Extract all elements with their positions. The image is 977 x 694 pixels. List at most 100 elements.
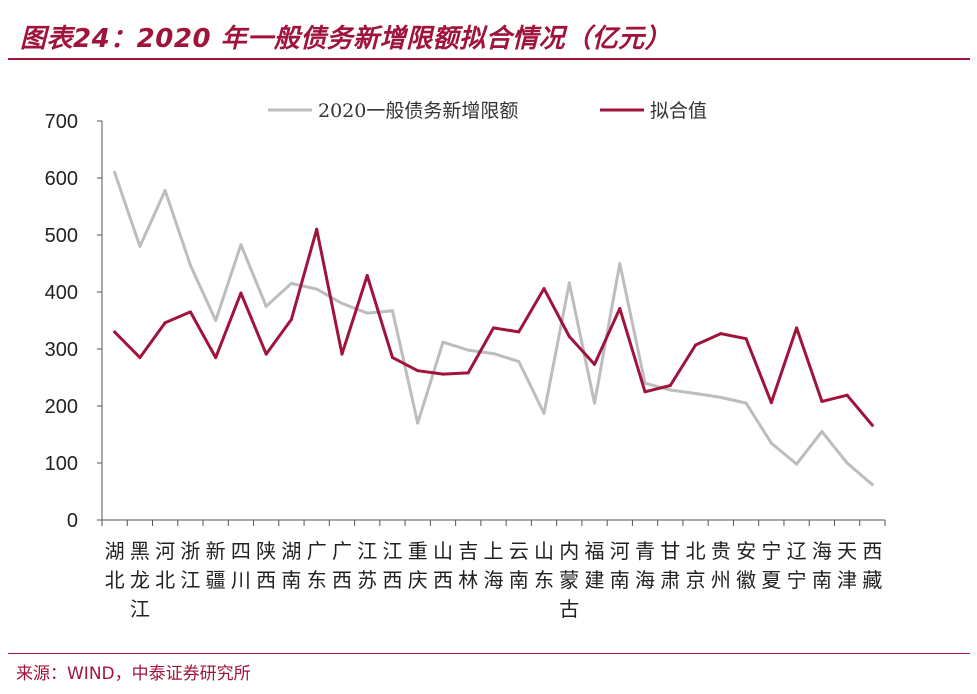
- x-tick-label: 新疆: [206, 539, 226, 592]
- data-point-fit: [593, 362, 597, 366]
- x-tick-label: 吉林: [458, 539, 478, 592]
- x-tick-label: 贵州: [711, 539, 731, 592]
- data-point-fit: [567, 334, 571, 338]
- data-point-actual: [668, 388, 672, 392]
- data-point-actual: [795, 462, 799, 466]
- data-point-actual: [163, 189, 167, 193]
- data-point-actual: [289, 281, 293, 285]
- x-tick-label: 河北: [155, 539, 175, 592]
- data-point-actual: [542, 411, 546, 415]
- x-tick-label: 上海: [484, 539, 504, 592]
- data-point-actual: [567, 281, 571, 285]
- x-tick-label: 浙江: [180, 539, 200, 592]
- data-point-fit: [820, 399, 824, 403]
- x-tick-label: 青海: [635, 539, 655, 592]
- x-tick-label: 湖南: [281, 539, 301, 592]
- data-point-actual: [820, 430, 824, 434]
- data-point-fit: [138, 356, 142, 360]
- data-point-fit: [466, 371, 470, 375]
- data-point-actual: [188, 263, 192, 267]
- data-point-actual: [492, 352, 495, 356]
- data-point-fit: [340, 352, 344, 356]
- data-point-actual: [416, 421, 420, 425]
- x-tick-label: 湖北: [105, 539, 125, 592]
- data-point-fit: [113, 330, 117, 334]
- data-point-actual: [593, 401, 597, 405]
- data-point-actual: [365, 311, 369, 315]
- legend-label-fit: 拟合值: [650, 100, 707, 122]
- data-point-actual: [870, 483, 874, 487]
- data-point-fit: [744, 337, 748, 341]
- x-tick-label: 陕西: [256, 539, 276, 592]
- data-point-actual: [769, 441, 773, 445]
- data-point-fit: [719, 332, 723, 336]
- source-note: 来源：WIND，中泰证券研究所: [16, 664, 251, 684]
- x-tick-label: 北京: [686, 539, 706, 592]
- data-point-actual: [214, 319, 218, 322]
- title-divider: [8, 58, 970, 60]
- x-tick-label: 云南: [509, 539, 529, 592]
- chart-legend: 2020一般债务新增限额 拟合值: [268, 100, 707, 122]
- data-point-actual: [719, 395, 723, 399]
- data-point-fit: [542, 287, 546, 291]
- x-tick-label: 河南: [610, 539, 630, 592]
- data-point-fit: [163, 321, 167, 325]
- x-tick-label: 西藏: [862, 539, 882, 592]
- x-tick-label: 黑龙江: [130, 539, 150, 621]
- data-point-fit: [365, 273, 369, 277]
- data-point-fit: [416, 369, 420, 373]
- data-point-actual: [239, 243, 243, 247]
- data-point-fit: [795, 326, 799, 330]
- x-tick-label: 海南: [812, 539, 832, 592]
- x-tick-label: 天津: [837, 539, 857, 592]
- y-tick-label: 200: [45, 396, 78, 418]
- data-point-actual: [390, 309, 394, 313]
- data-point-actual: [694, 391, 698, 395]
- y-tick-label: 500: [45, 225, 78, 247]
- x-tick-label: 山西: [433, 539, 453, 592]
- page-title: 图表24：2020 年一般债务新增限额拟合情况（亿元）: [20, 24, 672, 54]
- x-tick-label: 甘肃: [660, 539, 680, 592]
- y-tick-label: 0: [67, 510, 78, 532]
- x-tick-label: 辽宁: [787, 539, 807, 592]
- data-point-actual: [264, 304, 268, 308]
- data-point-actual: [517, 360, 521, 364]
- data-point-actual: [441, 340, 445, 344]
- x-tick-label: 广西: [332, 539, 352, 592]
- data-point-fit: [441, 372, 445, 376]
- data-point-fit: [492, 326, 495, 330]
- data-point-actual: [845, 461, 849, 465]
- data-point-fit: [870, 423, 874, 427]
- legend-label-actual: 2020一般债务新增限额: [318, 100, 518, 122]
- x-tick-label: 宁夏: [761, 539, 781, 592]
- source-divider: [8, 653, 970, 654]
- data-point-fit: [643, 390, 647, 394]
- data-point-fit: [694, 343, 698, 347]
- x-tick-label: 四川: [231, 539, 251, 592]
- x-tick-label: 安徽: [736, 539, 756, 592]
- y-tick-label: 600: [45, 168, 78, 190]
- x-tick-label: 江苏: [357, 539, 377, 592]
- data-point-fit: [188, 310, 192, 314]
- data-point-fit: [239, 291, 243, 295]
- data-point-fit: [315, 227, 319, 231]
- data-point-actual: [113, 170, 117, 174]
- data-point-fit: [668, 383, 672, 387]
- x-tick-label: 江西: [382, 539, 402, 592]
- data-point-fit: [390, 356, 394, 360]
- y-tick-label: 300: [45, 339, 78, 361]
- data-point-actual: [744, 401, 748, 405]
- x-tick-label: 广东: [307, 539, 327, 592]
- x-tick-label: 内蒙古: [559, 539, 579, 621]
- data-point-actual: [618, 262, 622, 265]
- data-point-actual: [466, 348, 470, 352]
- data-point-fit: [618, 307, 622, 311]
- data-point-actual: [643, 381, 647, 385]
- chart-axes: 0 100 200 300 400 500 600 700 湖北黑龙江河北浙江新疆四川陕西湖南广…: [45, 111, 886, 621]
- data-point-fit: [214, 356, 218, 360]
- x-tick-label: 重庆: [408, 539, 428, 592]
- data-point-actual: [138, 244, 142, 248]
- x-tick-label: 福建: [585, 539, 605, 592]
- chart-series: [113, 170, 874, 487]
